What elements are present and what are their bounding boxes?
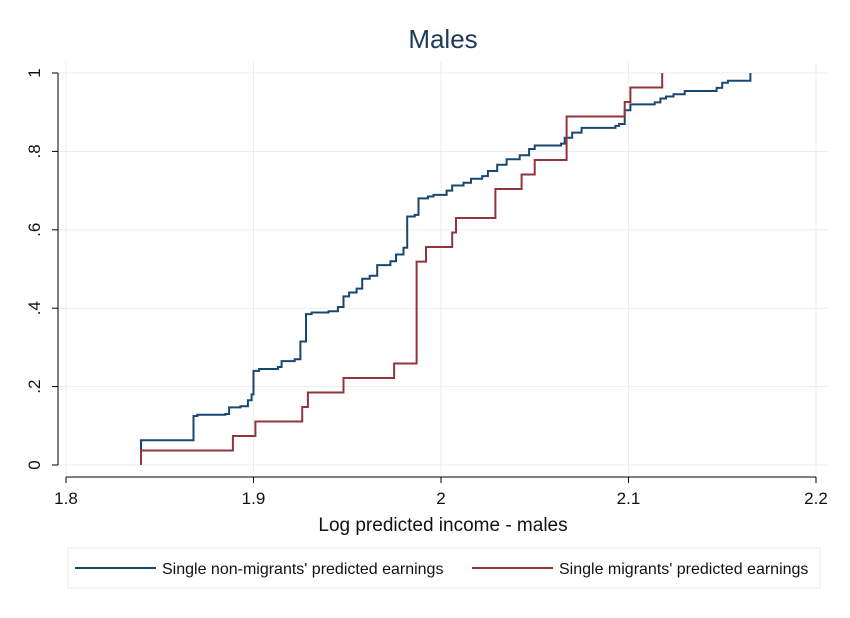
grid-lines [58,62,828,477]
legend-label-non-migrants: Single non-migrants' predicted earnings [162,561,443,578]
legend-label-migrants: Single migrants' predicted earnings [559,561,808,578]
y-tick-label: 0 [25,460,44,469]
legend-box [67,547,821,589]
y-tick-label: 1 [25,68,44,77]
y-tick-label: .6 [25,223,44,237]
series-lines [140,73,752,465]
series-line-non-migrants [140,73,752,465]
y-axis-ticks: 0 .2 .4 .6 .8 1 [25,68,58,470]
x-tick-label: 2.1 [617,489,641,508]
y-tick-label: .8 [25,144,44,158]
x-tick-label: 1.8 [54,489,78,508]
chart-title: Males [408,24,477,54]
legend: Single non-migrants' predicted earnings … [67,547,821,589]
x-axis-ticks: 1.8 1.9 2 2.1 2.2 [54,477,828,508]
series-line-migrants [140,73,664,465]
y-tick-label: .2 [25,380,44,394]
y-tick-label: .4 [25,301,44,315]
x-tick-label: 1.9 [242,489,266,508]
x-tick-label: 2.2 [804,489,828,508]
x-axis-label: Log predicted income - males [318,515,567,536]
x-tick-label: 2 [436,489,445,508]
